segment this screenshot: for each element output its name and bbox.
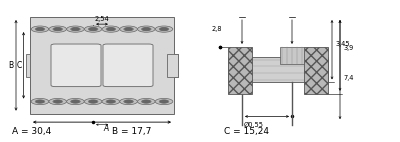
Circle shape — [53, 27, 62, 31]
Circle shape — [138, 26, 155, 32]
Circle shape — [124, 100, 132, 103]
Circle shape — [49, 98, 66, 105]
Bar — [167, 54, 178, 77]
Circle shape — [36, 28, 44, 31]
Text: C: C — [17, 61, 22, 70]
Circle shape — [88, 100, 98, 103]
Circle shape — [54, 28, 62, 31]
Circle shape — [124, 100, 134, 103]
FancyBboxPatch shape — [103, 44, 153, 87]
Circle shape — [70, 100, 80, 103]
Circle shape — [107, 100, 115, 103]
Text: 3,9: 3,9 — [343, 45, 354, 51]
Circle shape — [84, 98, 102, 105]
Circle shape — [120, 26, 137, 32]
Circle shape — [102, 98, 120, 105]
Circle shape — [142, 28, 150, 31]
Text: 3,45: 3,45 — [335, 41, 350, 47]
Circle shape — [159, 27, 169, 31]
Circle shape — [67, 26, 84, 32]
Circle shape — [35, 27, 45, 31]
Bar — [26, 54, 30, 77]
Bar — [228, 47, 252, 94]
Circle shape — [159, 100, 169, 103]
Bar — [280, 47, 304, 64]
Text: A = 30,4: A = 30,4 — [12, 127, 51, 136]
Circle shape — [120, 98, 137, 105]
Circle shape — [160, 100, 168, 103]
Circle shape — [67, 98, 84, 105]
Circle shape — [142, 27, 151, 31]
Text: Ø0,55: Ø0,55 — [244, 121, 264, 128]
Circle shape — [124, 27, 134, 31]
Circle shape — [53, 100, 62, 103]
Text: C = 15,24: C = 15,24 — [224, 127, 269, 136]
Circle shape — [54, 100, 62, 103]
Bar — [228, 57, 328, 82]
Circle shape — [106, 27, 116, 31]
Circle shape — [35, 100, 45, 103]
Circle shape — [107, 28, 115, 31]
Bar — [174, 54, 178, 77]
Text: 2,8: 2,8 — [212, 26, 222, 32]
Text: B: B — [8, 61, 14, 70]
Circle shape — [84, 26, 102, 32]
Circle shape — [160, 28, 168, 31]
Text: B = 17,7: B = 17,7 — [112, 127, 151, 136]
Circle shape — [36, 100, 44, 103]
Circle shape — [49, 26, 66, 32]
Circle shape — [72, 100, 80, 103]
Text: A: A — [103, 124, 109, 132]
Circle shape — [142, 100, 151, 103]
Bar — [304, 47, 328, 94]
Circle shape — [72, 28, 80, 31]
Circle shape — [155, 26, 173, 32]
Circle shape — [124, 28, 132, 31]
Circle shape — [31, 26, 49, 32]
Text: 2,54: 2,54 — [95, 16, 109, 22]
Bar — [30, 17, 174, 114]
Circle shape — [88, 27, 98, 31]
FancyBboxPatch shape — [51, 44, 101, 87]
Circle shape — [70, 27, 80, 31]
Circle shape — [138, 98, 155, 105]
Circle shape — [102, 26, 120, 32]
Circle shape — [106, 100, 116, 103]
Text: 7,4: 7,4 — [343, 75, 354, 81]
Circle shape — [89, 28, 97, 31]
Circle shape — [89, 100, 97, 103]
Circle shape — [31, 98, 49, 105]
Circle shape — [142, 100, 150, 103]
Circle shape — [155, 98, 173, 105]
